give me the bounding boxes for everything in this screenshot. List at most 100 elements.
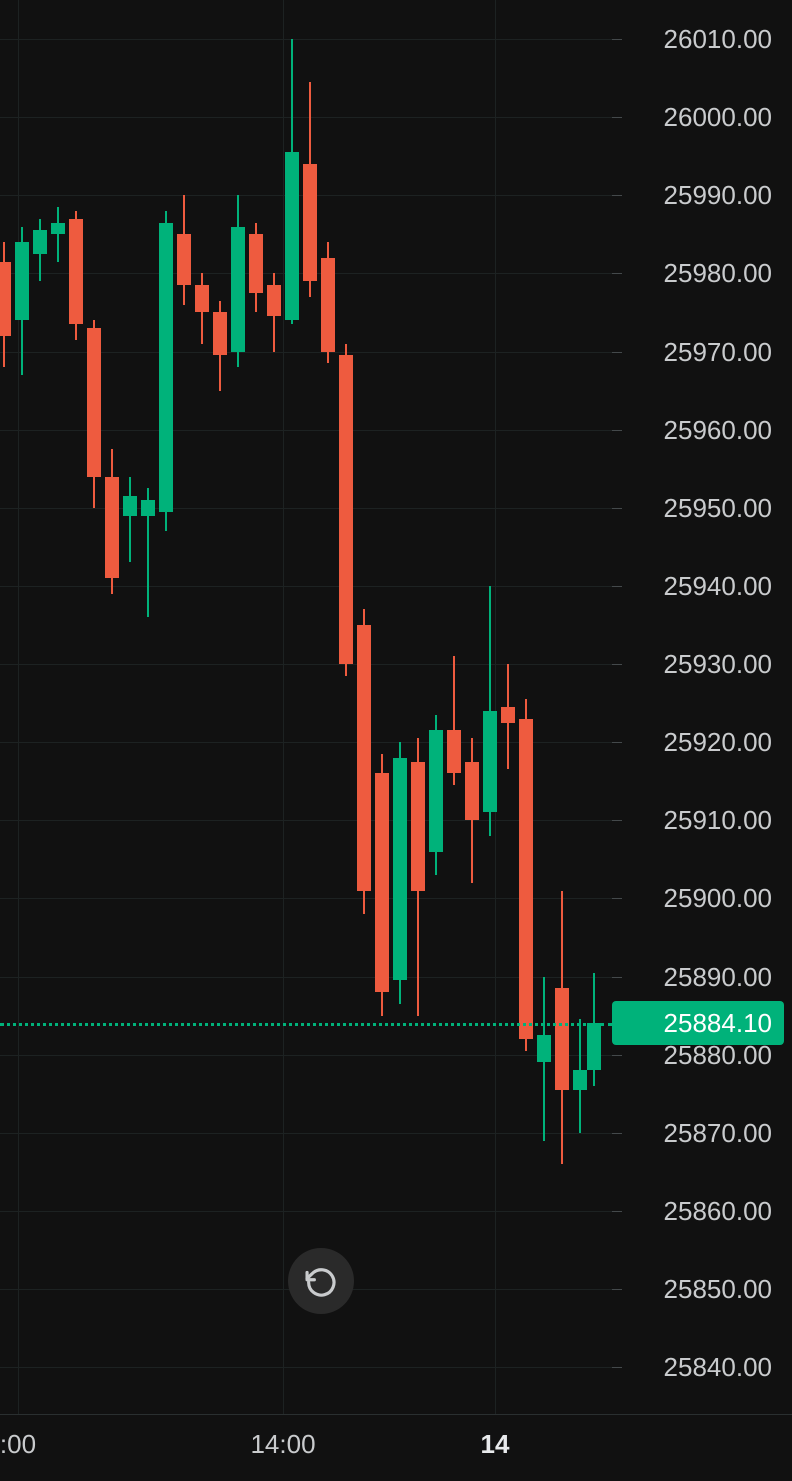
candlestick-body: [177, 234, 191, 286]
candlestick-body: [519, 718, 533, 1039]
candlestick: [231, 0, 245, 1414]
candlestick-wick: [147, 488, 149, 618]
candlestick: [393, 0, 407, 1414]
candlestick: [0, 0, 11, 1414]
grid-line-vertical: [283, 0, 284, 1414]
candlestick-body: [375, 773, 389, 993]
grid-line-horizontal: [0, 430, 612, 431]
price-axis-tick: [612, 1289, 622, 1290]
current-price-badge: 25884.10: [612, 1001, 784, 1045]
price-axis-tick: [612, 664, 622, 665]
candlestick-body: [573, 1070, 587, 1090]
candlestick-body: [87, 328, 101, 477]
price-axis-tick: [612, 977, 622, 978]
price-axis-tick: [612, 1133, 622, 1134]
candlestick-body: [501, 707, 515, 723]
price-axis-label: 25860.00: [663, 1196, 772, 1226]
candlestick-body: [429, 730, 443, 852]
candlestick: [339, 0, 353, 1414]
grid-line-horizontal: [0, 1133, 612, 1134]
candlestick-body: [105, 476, 119, 579]
candlestick: [321, 0, 335, 1414]
candlestick-body: [285, 152, 299, 321]
candlestick: [33, 0, 47, 1414]
price-axis-tick: [612, 1211, 622, 1212]
candlestick-wick: [453, 656, 455, 786]
candlestick-body: [249, 234, 263, 293]
grid-line-horizontal: [0, 898, 612, 899]
candlestick-body: [465, 761, 479, 821]
candlestick: [303, 0, 317, 1414]
grid-line-horizontal: [0, 1367, 612, 1368]
candlestick: [285, 0, 299, 1414]
grid-line-horizontal: [0, 352, 612, 353]
candlestick-body: [357, 624, 371, 891]
candlestick: [587, 0, 601, 1414]
candlestick: [501, 0, 515, 1414]
chart-plot-area[interactable]: [0, 0, 612, 1414]
candlestick: [267, 0, 281, 1414]
candlestick: [15, 0, 29, 1414]
candlestick-body: [69, 218, 83, 325]
price-axis-label: 25900.00: [663, 883, 772, 913]
time-axis-label: 14:00: [250, 1429, 316, 1459]
candlestick-body: [141, 499, 155, 516]
candlestick-body: [159, 222, 173, 512]
grid-line-horizontal: [0, 508, 612, 509]
grid-line-horizontal: [0, 586, 612, 587]
candlestick-body: [537, 1035, 551, 1063]
grid-line-horizontal: [0, 1211, 612, 1212]
current-price-line-layer: [0, 1023, 612, 1026]
candlestick: [375, 0, 389, 1414]
candlestick-body: [0, 261, 11, 336]
reset-chart-button[interactable]: [288, 1248, 354, 1314]
price-axis-tick: [612, 898, 622, 899]
candlestick-body: [483, 710, 497, 813]
candlestick-body: [303, 164, 317, 282]
time-axis-label: 14: [480, 1429, 510, 1459]
price-axis-tick: [612, 430, 622, 431]
candlestick-body: [15, 242, 29, 321]
candlestick: [51, 0, 65, 1414]
candlestick-wick: [57, 207, 59, 262]
candlestick-body: [587, 1022, 601, 1071]
candlestick-body: [411, 761, 425, 891]
price-axis[interactable]: 25884.10 26010.00 26000.00 25990.00 25980.0…: [612, 0, 792, 1414]
price-axis-tick: [612, 273, 622, 274]
price-axis-label: 26000.00: [663, 102, 772, 132]
candlestick-body: [447, 730, 461, 774]
price-axis-label: 25930.00: [663, 649, 772, 679]
candlestick: [141, 0, 155, 1414]
candlestick: [429, 0, 443, 1414]
candlestick: [195, 0, 209, 1414]
candlestick-body: [555, 988, 569, 1090]
grid-line-horizontal: [0, 742, 612, 743]
candlestick-wick: [129, 476, 131, 563]
price-axis-label: 25970.00: [663, 337, 772, 367]
price-axis-label: 25910.00: [663, 805, 772, 835]
price-axis-label: 25850.00: [663, 1274, 772, 1304]
grid-line-horizontal: [0, 664, 612, 665]
time-axis-label: :00: [0, 1429, 37, 1459]
price-axis-label: 25990.00: [663, 180, 772, 210]
price-axis-label: 25840.00: [663, 1352, 772, 1382]
price-axis-tick: [612, 352, 622, 353]
grid-line-horizontal: [0, 117, 612, 118]
candlestick: [519, 0, 533, 1414]
candlestick: [69, 0, 83, 1414]
candlestick-body: [321, 257, 335, 352]
candlestick-body: [267, 285, 281, 317]
price-axis-tick: [612, 195, 622, 196]
candlestick: [123, 0, 137, 1414]
grid-line-vertical: [495, 0, 496, 1414]
candlestick: [555, 0, 569, 1414]
candlestick: [465, 0, 479, 1414]
price-axis-tick: [612, 117, 622, 118]
candlestick-body: [123, 496, 137, 516]
candlestick-body: [393, 757, 407, 981]
price-axis-tick: [612, 1055, 622, 1056]
grid-line-horizontal: [0, 1055, 612, 1056]
candlestick: [483, 0, 497, 1414]
candlestick: [87, 0, 101, 1414]
time-axis[interactable]: :00 14:00 14: [0, 1414, 792, 1481]
